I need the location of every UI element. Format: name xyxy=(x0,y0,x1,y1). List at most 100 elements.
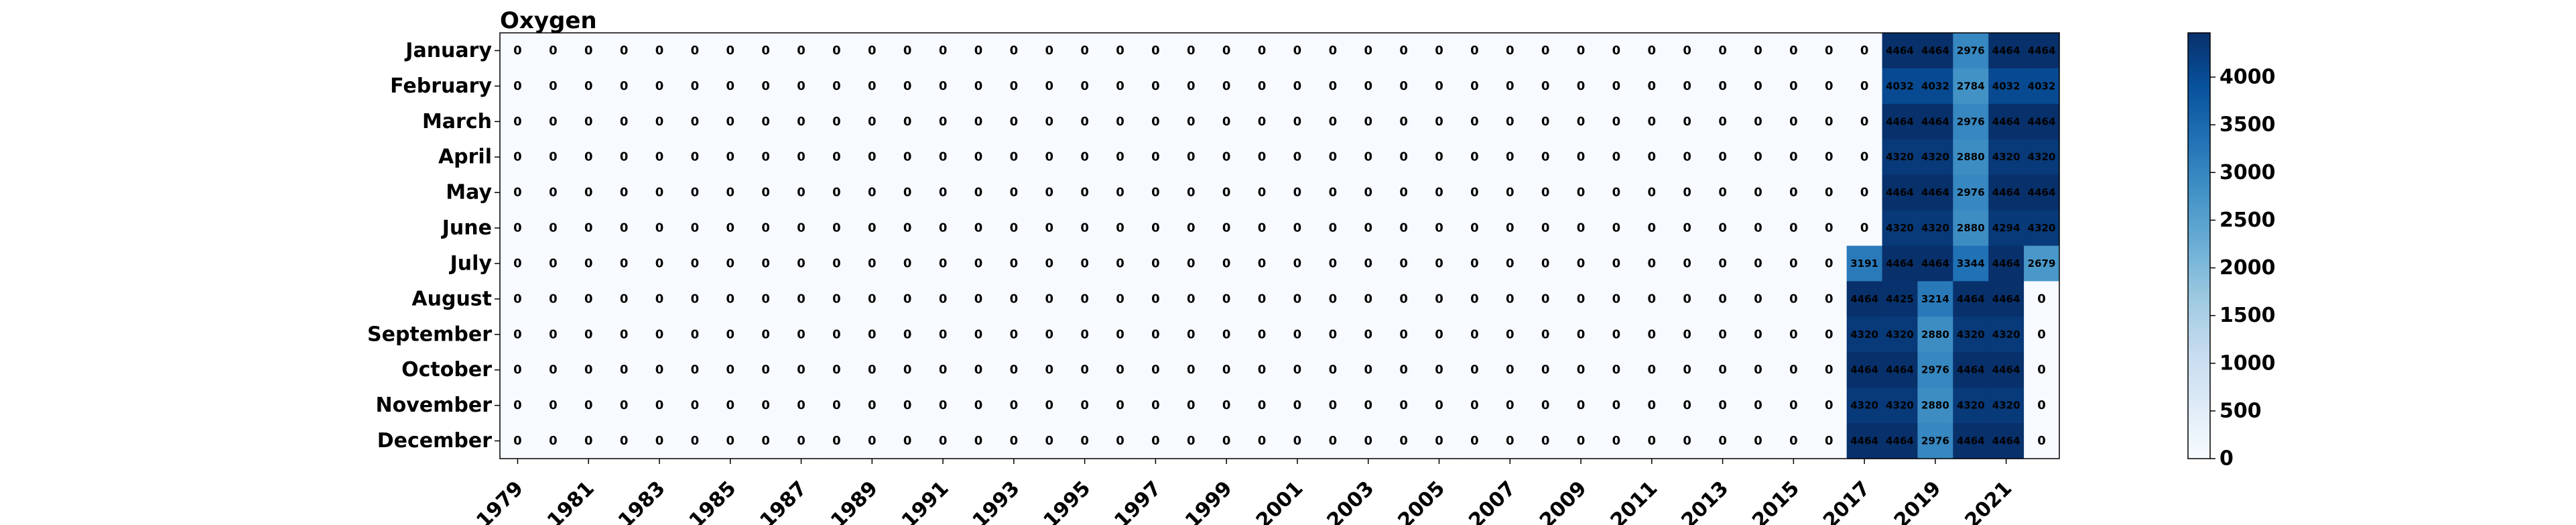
cell-value-label: 0 xyxy=(655,79,664,93)
heatmap-cell xyxy=(1173,316,1210,353)
heatmap-cell xyxy=(1846,423,1883,459)
cell-value-label: 0 xyxy=(1683,79,1691,93)
heatmap-cell xyxy=(925,316,962,353)
heatmap-cell xyxy=(1775,281,1812,317)
heatmap-cell xyxy=(1705,33,1741,69)
heatmap-cell xyxy=(748,423,784,459)
cell-value-label: 0 xyxy=(1612,434,1621,448)
heatmap-cell xyxy=(1315,281,1351,317)
heatmap-cell xyxy=(1811,281,1848,317)
cell-value-label: 0 xyxy=(1187,186,1196,200)
heatmap-cell xyxy=(783,68,820,105)
heatmap-cell xyxy=(1492,103,1529,140)
heatmap-cell xyxy=(1421,316,1458,353)
cell-value-label: 0 xyxy=(655,44,664,58)
cell-value-label: 0 xyxy=(726,434,734,448)
heatmap-cell xyxy=(783,316,820,353)
heatmap-cell xyxy=(2024,352,2060,388)
cell-value-label: 0 xyxy=(868,221,877,235)
cell-value-label: 0 xyxy=(832,363,841,377)
heatmap-cell xyxy=(500,210,536,247)
cell-value-label: 0 xyxy=(974,292,983,306)
cell-value-label: 2784 xyxy=(1957,80,1985,92)
heatmap-cell xyxy=(925,174,962,211)
cell-value-label: 4464 xyxy=(1921,186,1949,198)
heatmap-cell xyxy=(748,281,784,317)
heatmap-cell xyxy=(1740,388,1777,424)
heatmap-cell xyxy=(1846,388,1883,424)
heatmap-cell xyxy=(1456,423,1493,459)
heatmap-cell xyxy=(712,352,749,388)
heatmap-cell xyxy=(783,103,820,140)
cell-value-label: 0 xyxy=(1010,292,1019,306)
cell-value-label: 0 xyxy=(1187,363,1196,377)
cell-value-label: 0 xyxy=(1683,115,1691,129)
cell-value-label: 0 xyxy=(1577,327,1586,341)
heatmap-cell xyxy=(606,316,643,353)
cell-value-label: 0 xyxy=(1506,150,1515,164)
heatmap-cell xyxy=(1634,352,1670,388)
heatmap-cell xyxy=(1279,423,1315,459)
heatmap-cell xyxy=(712,68,749,105)
cell-value-label: 4320 xyxy=(1992,151,2020,163)
year-label: 2013 xyxy=(1677,477,1733,525)
heatmap-cell xyxy=(1846,245,1883,282)
heatmap-cell xyxy=(535,281,572,317)
cell-value-label: 0 xyxy=(868,363,877,377)
cell-value-label: 0 xyxy=(1789,292,1798,306)
heatmap-cell xyxy=(889,245,926,282)
cell-value-label: 0 xyxy=(549,434,558,448)
cell-value-label: 0 xyxy=(584,44,593,58)
cell-value-label: 0 xyxy=(1151,292,1160,306)
cell-value-label: 0 xyxy=(1399,292,1408,306)
cell-value-label: 0 xyxy=(1293,292,1302,306)
heatmap-cell xyxy=(500,103,536,140)
heatmap-cell xyxy=(1846,316,1883,353)
cell-value-label: 0 xyxy=(549,256,558,270)
heatmap-cell xyxy=(1067,245,1103,282)
cell-value-label: 0 xyxy=(903,292,912,306)
heatmap-cell xyxy=(1634,103,1670,140)
heatmap-cell xyxy=(570,245,607,282)
heatmap-cell xyxy=(1988,33,2024,69)
cell-value-label: 0 xyxy=(1151,327,1160,341)
cell-value-label: 0 xyxy=(620,115,629,129)
cell-value-label: 0 xyxy=(1718,44,1727,58)
cell-value-label: 0 xyxy=(1364,327,1372,341)
heatmap-cell xyxy=(1563,139,1600,176)
heatmap-cell xyxy=(1067,33,1103,69)
heatmap-cell xyxy=(1350,210,1387,247)
heatmap-cell xyxy=(1279,316,1315,353)
cell-value-label: 4464 xyxy=(1992,435,2020,447)
cell-value-label: 0 xyxy=(1541,186,1550,200)
cell-value-label: 0 xyxy=(1435,363,1443,377)
heatmap-cell xyxy=(1386,281,1422,317)
heatmap-cell xyxy=(1563,281,1600,317)
heatmap-cell xyxy=(818,388,855,424)
cell-value-label: 0 xyxy=(1116,186,1124,200)
cell-value-label: 0 xyxy=(1648,150,1657,164)
cell-value-label: 0 xyxy=(1116,256,1124,270)
heatmap-cell xyxy=(535,139,572,176)
cell-value-label: 0 xyxy=(1825,150,1833,164)
heatmap-cell xyxy=(1456,388,1493,424)
colorbar-gradient xyxy=(2187,32,2211,459)
cell-value-label: 0 xyxy=(513,398,522,412)
cell-value-label: 0 xyxy=(1683,292,1691,306)
cell-value-label: 0 xyxy=(1718,398,1727,412)
cell-value-label: 2976 xyxy=(1957,44,1985,56)
heatmap-cell xyxy=(1988,103,2024,140)
heatmap-cell xyxy=(748,68,784,105)
cell-value-label: 0 xyxy=(1080,79,1089,93)
heatmap-cell xyxy=(1988,139,2024,176)
cell-value-label: 0 xyxy=(1435,434,1443,448)
heatmap-cell xyxy=(1421,245,1458,282)
cell-value-label: 0 xyxy=(1187,292,1196,306)
heatmap-cell xyxy=(1775,210,1812,247)
heatmap-cell xyxy=(1563,33,1600,69)
heatmap-cell xyxy=(1137,210,1174,247)
heatmap-cell xyxy=(889,33,926,69)
heatmap-cell xyxy=(606,423,643,459)
heatmap-cell xyxy=(1279,68,1315,105)
cell-value-label: 0 xyxy=(655,256,664,270)
